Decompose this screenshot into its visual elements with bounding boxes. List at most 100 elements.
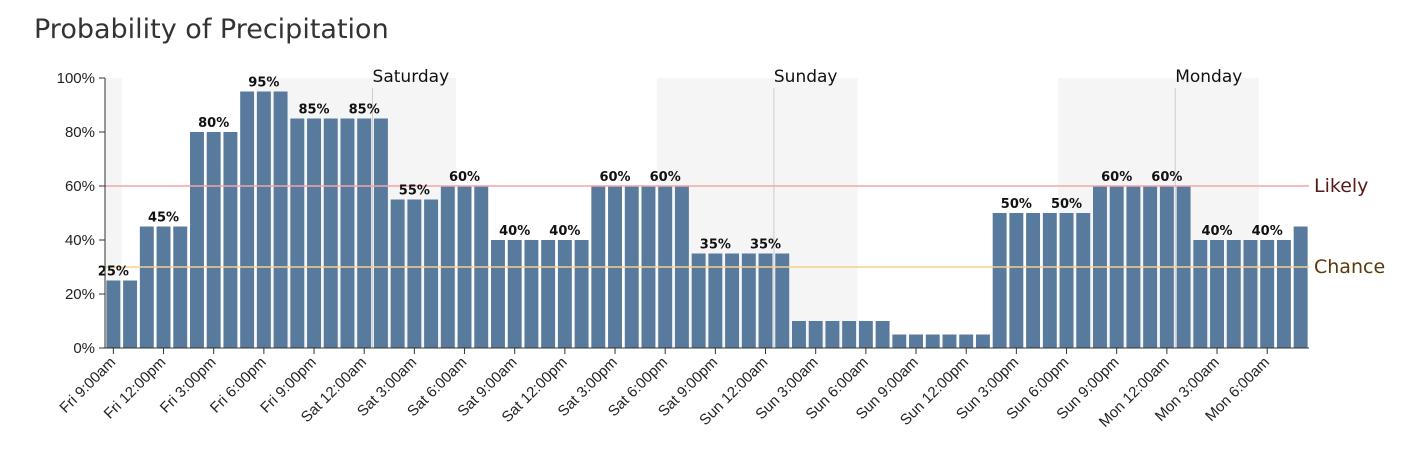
data-label: 95%: [248, 76, 279, 91]
data-label: 50%: [1001, 197, 1032, 212]
bar: [909, 334, 923, 348]
data-label: 40%: [499, 224, 530, 239]
data-label: 85%: [349, 103, 380, 118]
bar: [708, 253, 723, 348]
bar: [975, 334, 990, 348]
bar: [424, 199, 439, 348]
bar: [1243, 240, 1258, 348]
bar: [524, 240, 539, 348]
bar: [357, 118, 372, 348]
bar: [156, 226, 171, 348]
data-label: 55%: [399, 184, 430, 199]
night-band: [1058, 78, 1259, 348]
data-label: 35%: [700, 238, 731, 253]
bar: [307, 118, 321, 348]
bars: [106, 91, 1308, 348]
data-label: 85%: [298, 103, 329, 118]
bar: [1193, 240, 1208, 348]
bar: [139, 226, 154, 348]
bar: [507, 240, 522, 348]
bar: [875, 321, 890, 348]
bar: [792, 321, 806, 348]
day-label: Sunday: [774, 67, 838, 87]
day-label: Monday: [1175, 67, 1242, 87]
bar: [290, 118, 305, 348]
y-tick-label: 60%: [65, 178, 95, 195]
bar: [173, 226, 188, 348]
chart-title: Probability of Precipitation: [34, 14, 389, 45]
bar: [1076, 213, 1091, 348]
bar: [106, 280, 121, 348]
data-label: 60%: [650, 170, 681, 185]
bar: [206, 132, 221, 348]
bar: [1009, 213, 1024, 348]
data-label: 40%: [1252, 224, 1283, 239]
night-band: [255, 78, 457, 348]
bar: [858, 321, 873, 348]
bar: [808, 321, 823, 348]
data-labels: 25% 45% 80% 95% 85% 85% 55% 60% 40% 40% 60% 60% 35% 3…: [98, 76, 1283, 280]
bar: [725, 253, 740, 348]
bar: [959, 334, 974, 348]
bar: [273, 91, 288, 348]
bar: [775, 253, 790, 348]
bar: [892, 334, 907, 348]
bar: [1026, 213, 1041, 348]
y-tick-label: 40%: [65, 232, 95, 249]
y-axis: 0% 20% 40% 60% 80% 100%: [57, 70, 106, 357]
bar: [491, 240, 505, 348]
data-label: 40%: [1201, 224, 1232, 239]
bar: [758, 253, 773, 348]
bar: [741, 253, 756, 348]
data-label: 50%: [1051, 197, 1082, 212]
data-label: 60%: [1151, 170, 1182, 185]
bar: [240, 91, 255, 348]
y-tick-label: 20%: [65, 286, 95, 303]
bar: [223, 132, 238, 348]
bar: [1210, 240, 1224, 348]
y-tick-label: 0%: [73, 340, 95, 357]
bar: [1276, 240, 1291, 348]
bar: [942, 334, 957, 348]
bar: [1260, 240, 1275, 348]
data-label: 25%: [98, 265, 129, 280]
bar: [842, 321, 857, 348]
bar: [825, 321, 840, 348]
data-label: 60%: [599, 170, 630, 185]
threshold-label: Likely: [1314, 175, 1368, 197]
bar: [340, 118, 355, 348]
bar: [574, 240, 589, 348]
data-label: 35%: [750, 238, 781, 253]
data-label: 40%: [549, 224, 580, 239]
data-label: 60%: [449, 170, 480, 185]
bar: [256, 91, 271, 348]
data-label: 60%: [1101, 170, 1132, 185]
y-tick-label: 100%: [57, 70, 95, 87]
night-band: [656, 78, 858, 348]
bar: [1293, 226, 1308, 348]
bar: [992, 213, 1007, 348]
data-label: 80%: [198, 116, 229, 131]
bar: [557, 240, 572, 348]
bar: [1226, 240, 1241, 348]
bar: [323, 118, 338, 348]
bar: [373, 118, 388, 348]
bar: [1042, 213, 1057, 348]
night-bands: [105, 78, 1259, 348]
bar: [691, 253, 706, 348]
data-label: 45%: [148, 211, 179, 226]
bar: [390, 199, 405, 348]
day-dividers: Saturday Sunday Monday: [372, 67, 1242, 348]
threshold-lines: Likely Chance: [105, 175, 1385, 278]
day-label: Saturday: [373, 67, 450, 87]
bar: [541, 240, 556, 348]
bar: [123, 280, 138, 348]
threshold-label: Chance: [1314, 256, 1385, 278]
bar: [407, 199, 422, 348]
y-tick-label: 80%: [65, 124, 95, 141]
bar: [925, 334, 940, 348]
bar: [190, 132, 204, 348]
bar: [1059, 213, 1074, 348]
